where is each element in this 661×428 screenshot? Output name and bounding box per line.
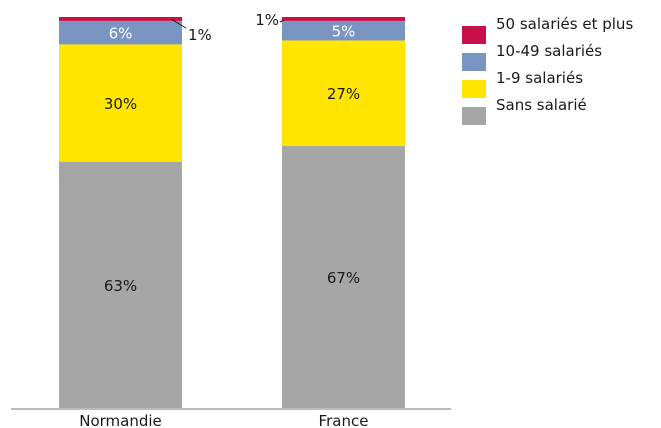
bar-segment-normandie-sans-salarie (59, 161, 182, 408)
data-label-france-10-49-salaries: 5% (332, 23, 356, 41)
x-tick-label-france: France (319, 412, 369, 428)
x-tick-label-normandie: Normandie (79, 412, 162, 428)
data-label-france-1-9-salaries: 27% (327, 85, 360, 103)
leader-line-normandie-50-salaries-et-plus (170, 18, 187, 29)
bar-segment-france-1-9-salaries (282, 40, 405, 147)
data-label-normandie-sans-salarie: 63% (104, 277, 137, 295)
data-label-normandie-10-49-salaries: 6% (109, 25, 133, 43)
bar-segment-normandie-1-9-salaries (59, 44, 182, 162)
bar-segment-france-10-49-salaries (282, 20, 405, 41)
data-label-france-50-salaries-et-plus: 1% (255, 11, 279, 29)
legend-swatch-50-salaries-et-plus (462, 26, 486, 44)
bar-segment-normandie-50-salaries-et-plus (59, 17, 182, 21)
bar-segment-france-sans-salarie (282, 146, 405, 408)
data-label-normandie-1-9-salaries: 30% (104, 95, 137, 113)
data-label-normandie-50-salaries-et-plus: 1% (188, 26, 212, 44)
legend-swatch-1-9-salaries (462, 80, 486, 98)
leader-line-france-50-salaries-et-plus (279, 19, 285, 23)
legend-label-1-9-salaries: 1-9 salariés (496, 69, 583, 87)
legend-label-50-salaries-et-plus: 50 salariés et plus (496, 15, 633, 33)
legend-label-10-49-salaries: 10-49 salariés (496, 42, 602, 60)
data-label-france-sans-salarie: 67% (327, 269, 360, 287)
legend-label-sans-salarie: Sans salarié (496, 96, 587, 114)
bar-segment-france-50-salaries-et-plus (282, 17, 405, 21)
bar-segment-normandie-10-49-salaries (59, 20, 182, 45)
legend-swatch-sans-salarie (462, 107, 486, 125)
legend-swatch-10-49-salaries (462, 53, 486, 71)
